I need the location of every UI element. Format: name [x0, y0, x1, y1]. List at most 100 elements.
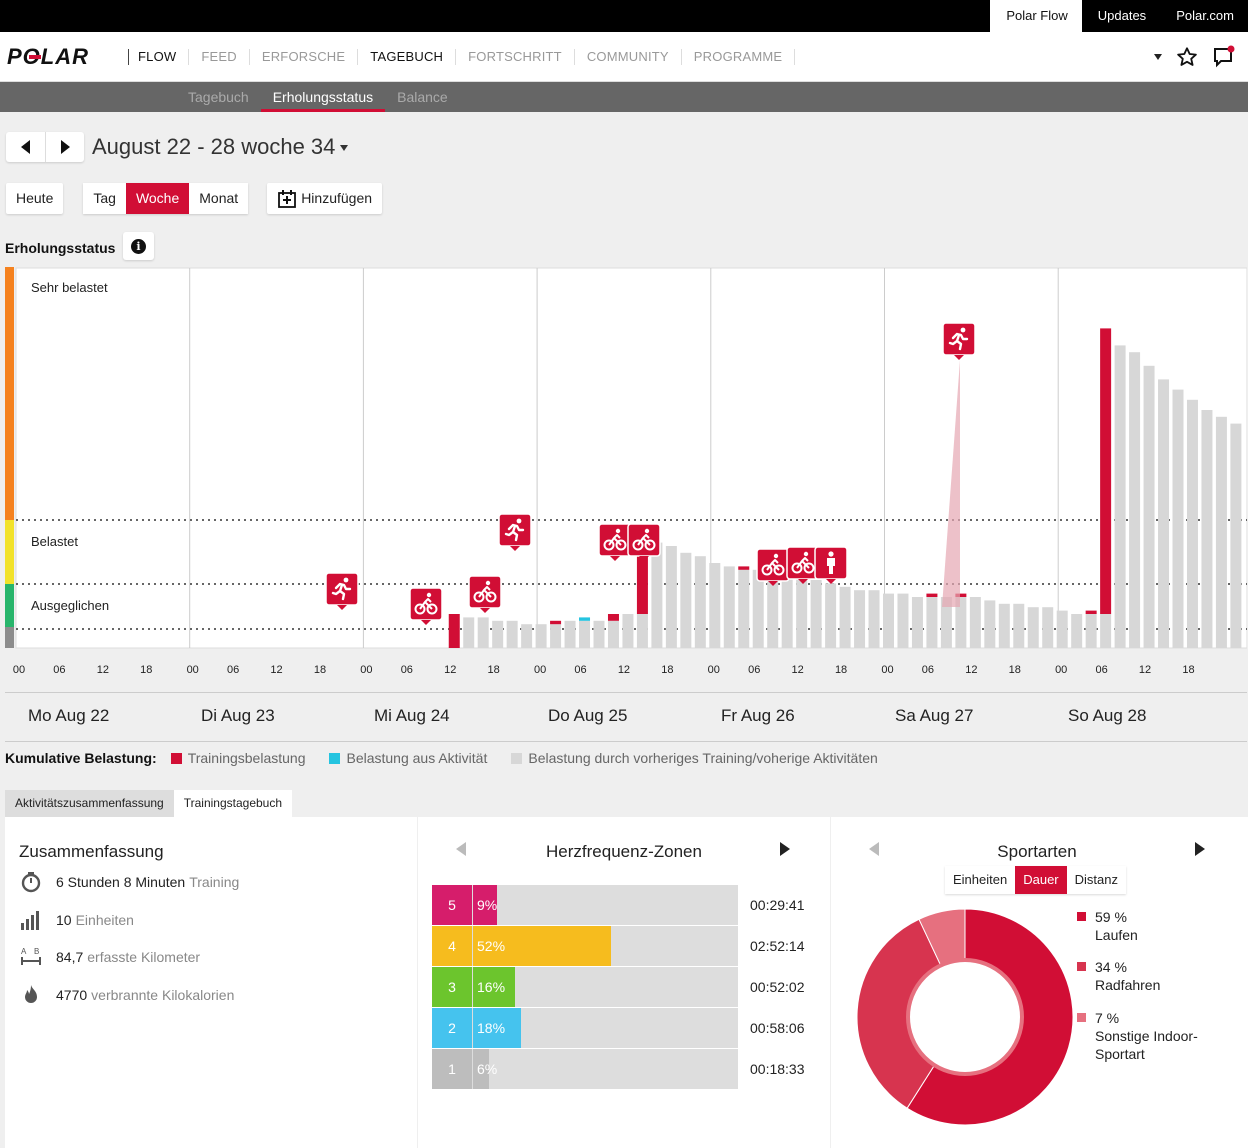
sports-prev-icon[interactable] [869, 842, 879, 856]
bar-previous [810, 580, 822, 648]
hour-tick-label: 18 [661, 664, 673, 676]
zone-label: Sehr belastet [26, 279, 122, 297]
day-labels: Mo Aug 22 Di Aug 23 Mi Aug 24 Do Aug 25 Fr A… [0, 706, 1248, 730]
svg-text:A: A [21, 947, 27, 956]
hr-zone-fill: 9% [473, 885, 497, 925]
hr-prev-icon[interactable] [456, 842, 466, 856]
bar-training [738, 566, 750, 570]
hr-zone-time: 00:18:33 [750, 1061, 805, 1077]
bar-training [448, 614, 460, 648]
day-label[interactable]: So Aug 28 [1068, 706, 1147, 725]
hr-zone-number: 1 [432, 1049, 472, 1089]
tab-tagebuch[interactable]: Tagebuch [188, 89, 249, 105]
bar-previous [506, 620, 518, 648]
star-icon[interactable] [1176, 46, 1198, 68]
summary-value: 84,7 [56, 949, 84, 965]
bar-previous [665, 546, 677, 648]
polar-logo[interactable]: POLAR [7, 46, 121, 68]
bar-activity [579, 617, 591, 621]
hour-tick-label: 00 [1055, 664, 1067, 676]
indoor-training-icon[interactable] [814, 546, 848, 584]
running-training-icon[interactable] [942, 322, 976, 360]
hour-tick-label: 12 [1139, 664, 1151, 676]
bar-previous [1027, 607, 1039, 648]
nav-community[interactable]: COMMUNITY [573, 49, 681, 65]
chevron-down-icon [340, 145, 349, 152]
nav-erforsche[interactable]: ERFORSCHE [248, 49, 357, 65]
bar-previous [825, 583, 837, 648]
cycling-training-icon[interactable] [756, 548, 790, 586]
day-label[interactable]: Sa Aug 27 [895, 706, 974, 725]
day-label[interactable]: Mi Aug 24 [374, 706, 450, 725]
tab-training-diary[interactable]: Trainingstagebuch [173, 790, 293, 817]
zone-label: Ausgeglichen [26, 597, 116, 615]
tab-einheiten[interactable]: Einheiten [953, 872, 1008, 887]
running-training-icon[interactable] [325, 572, 359, 610]
bar-training [926, 593, 938, 597]
hour-tick-label: 00 [708, 664, 720, 676]
bar-previous [781, 573, 793, 648]
add-button[interactable]: Hinzufügen [267, 183, 383, 214]
running-icon [948, 327, 969, 351]
hour-tick-label: 18 [140, 664, 152, 676]
info-button[interactable]: i [123, 232, 154, 260]
nav-tagebuch[interactable]: TAGEBUCH [357, 49, 456, 85]
hr-zone-fill: 18% [473, 1008, 521, 1048]
notification-icon[interactable] [1212, 45, 1236, 69]
day-label[interactable]: Mo Aug 22 [28, 706, 110, 725]
flame-icon [19, 983, 43, 1007]
nav-flow[interactable]: FLOW [128, 49, 188, 65]
date-navigation: August 22 - 28 woche 34 [6, 132, 349, 162]
bar-previous [1071, 614, 1083, 648]
cycling-training-icon[interactable] [468, 575, 502, 613]
nav-feed[interactable]: FEED [188, 49, 248, 65]
bar-previous [535, 624, 547, 648]
prev-week-button[interactable] [6, 132, 45, 162]
icon-pointer [480, 608, 490, 613]
sport-name: Radfahren [1095, 977, 1161, 993]
top-links: Polar Flow Updates Polar.com [990, 0, 1248, 32]
summary-label: Training [189, 874, 240, 890]
day-label[interactable]: Do Aug 25 [548, 706, 628, 725]
cycling-training-icon[interactable] [598, 523, 632, 561]
tab-balance[interactable]: Balance [397, 89, 448, 105]
legend-title: Kumulative Belastung: [5, 750, 157, 766]
nav-fortschritt[interactable]: FORTSCHRITT [455, 49, 574, 65]
link-polar-com[interactable]: Polar.com [1176, 8, 1234, 23]
day-label[interactable]: Fr Aug 26 [721, 706, 795, 725]
week-button[interactable]: Woche [125, 183, 190, 214]
cycling-training-icon[interactable] [409, 587, 443, 625]
legend-swatch [329, 752, 341, 764]
bar-previous [651, 542, 663, 648]
sport-name: Sonstige Indoor-Sportart [1095, 1028, 1198, 1062]
day-button[interactable]: Tag [83, 183, 126, 214]
tab-activity-summary[interactable]: Aktivitätszusammenfassung [5, 790, 174, 817]
icon-pointer [768, 581, 778, 586]
hr-zone-fill: 16% [473, 967, 516, 1007]
link-updates[interactable]: Updates [1097, 8, 1147, 23]
legend-item-training: Trainingsbelastung [170, 750, 305, 766]
running-training-icon[interactable] [498, 513, 532, 551]
tab-dauer[interactable]: Dauer [1015, 866, 1067, 894]
cycling-training-icon[interactable] [786, 546, 820, 584]
next-week-button[interactable] [45, 132, 84, 162]
date-range-dropdown[interactable]: August 22 - 28 woche 34 [92, 134, 349, 160]
month-button[interactable]: Monat [189, 183, 249, 214]
account-dropdown-icon[interactable] [1154, 54, 1162, 60]
nav-programme[interactable]: PROGRAMME [680, 49, 796, 65]
bar-previous [1143, 365, 1155, 648]
cycling-training-icon[interactable] [627, 523, 661, 561]
day-label[interactable]: Di Aug 23 [201, 706, 275, 725]
chart-divider [5, 692, 1247, 693]
link-polar-flow[interactable]: Polar Flow [990, 0, 1082, 32]
bar-training [1085, 610, 1097, 614]
tab-erholungsstatus[interactable]: Erholungsstatus [260, 82, 386, 112]
tab-distanz[interactable]: Distanz [1074, 872, 1118, 887]
today-button[interactable]: Heute [6, 183, 64, 214]
icon-pointer [337, 605, 347, 610]
hr-next-icon[interactable] [780, 842, 790, 856]
legend-swatch [170, 752, 182, 764]
sports-next-icon[interactable] [1195, 842, 1205, 856]
